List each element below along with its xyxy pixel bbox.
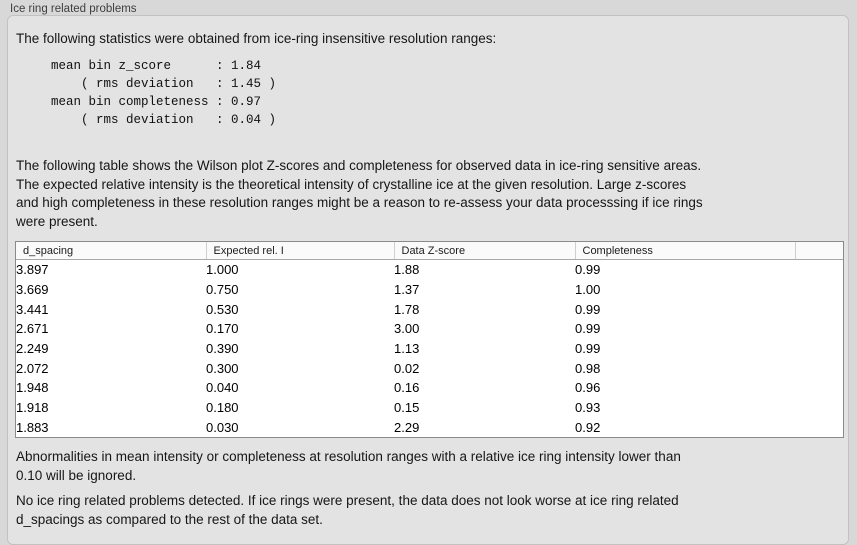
panel-group-box: The following statistics were obtained f…	[7, 15, 849, 545]
table-cell: 3.669	[16, 282, 49, 298]
table-cell: 0.750	[206, 282, 239, 298]
table-cell: 1.78	[394, 301, 420, 317]
table-cell: 1.883	[16, 419, 49, 435]
table-cell: 2.671	[16, 321, 49, 337]
table-cell-empty	[795, 378, 843, 398]
column-header-data-z-score[interactable]: Data Z-score	[394, 242, 576, 260]
table-cell-empty	[795, 358, 843, 378]
table-cell-empty	[795, 418, 843, 438]
table-cell: 0.170	[206, 321, 239, 337]
table-cell: 0.99	[575, 321, 601, 337]
table-body: 3.897 1.000 1.88 0.99 3.669 0.750 1.37 1.00 3.44…	[16, 260, 843, 438]
ignore-note: Abnormalities in mean intensity or compl…	[16, 449, 681, 483]
table-row[interactable]: 1.948 0.040 0.16 0.96	[16, 378, 843, 398]
table-cell: 0.92	[575, 419, 601, 435]
table-cell: 2.249	[16, 341, 49, 357]
panel-title: Ice ring related problems	[10, 3, 137, 15]
table-cell: 1.37	[394, 282, 420, 298]
intro-text: The following statistics were obtained f…	[16, 31, 497, 46]
table-cell: 0.030	[206, 419, 239, 435]
table-cell-empty	[795, 260, 843, 280]
table-row[interactable]: 3.897 1.000 1.88 0.99	[16, 260, 843, 280]
table-cell-empty	[795, 299, 843, 319]
table-row[interactable]: 1.918 0.180 0.15 0.93	[16, 398, 843, 418]
table-cell-empty	[795, 319, 843, 339]
table-description: The following table shows the Wilson plo…	[16, 158, 703, 229]
stats-block: mean bin z_score : 1.84 ( rms deviation …	[51, 59, 277, 127]
table-cell-empty	[795, 280, 843, 300]
table-cell: 3.00	[394, 321, 420, 337]
table-row[interactable]: 3.669 0.750 1.37 1.00	[16, 280, 843, 300]
table-cell: 0.02	[394, 360, 420, 376]
column-header-completeness[interactable]: Completeness	[575, 242, 796, 260]
column-header-empty	[795, 242, 843, 260]
table-cell: 2.072	[16, 360, 49, 376]
table-cell: 0.040	[206, 380, 239, 396]
table-cell: 0.96	[575, 380, 601, 396]
table-row[interactable]: 1.883 0.030 2.29 0.92	[16, 418, 843, 438]
table-cell: 1.00	[575, 282, 601, 298]
table-cell: 3.441	[16, 301, 49, 317]
table-cell: 0.15	[394, 400, 420, 416]
table-cell: 0.300	[206, 360, 239, 376]
table-cell: 2.29	[394, 419, 420, 435]
ice-ring-table[interactable]: d_spacing Expected rel. I Data Z-score C…	[15, 241, 844, 439]
table-cell: 0.530	[206, 301, 239, 317]
table-cell: 1.918	[16, 400, 49, 416]
table-cell: 0.180	[206, 400, 239, 416]
table-header-row: d_spacing Expected rel. I Data Z-score C…	[16, 242, 843, 260]
table-cell-empty	[795, 339, 843, 359]
table-cell: 0.390	[206, 341, 239, 357]
column-header-expected-rel-i[interactable]: Expected rel. I	[206, 242, 395, 260]
table-row[interactable]: 2.072 0.300 0.02 0.98	[16, 358, 843, 378]
table-cell: 1.13	[394, 341, 420, 357]
table-cell: 0.16	[394, 380, 420, 396]
table-cell: 1.000	[206, 262, 239, 278]
table-cell: 1.88	[394, 262, 420, 278]
table-cell: 1.948	[16, 380, 49, 396]
table-row[interactable]: 3.441 0.530 1.78 0.99	[16, 299, 843, 319]
table-cell: 0.99	[575, 341, 601, 357]
table-cell: 3.897	[16, 262, 49, 278]
column-header-d-spacing[interactable]: d_spacing	[16, 242, 207, 260]
table-row[interactable]: 2.249 0.390 1.13 0.99	[16, 339, 843, 359]
table-cell: 0.99	[575, 301, 601, 317]
table-row[interactable]: 2.671 0.170 3.00 0.99	[16, 319, 843, 339]
table-cell: 0.93	[575, 400, 601, 416]
table-cell: 0.99	[575, 262, 601, 278]
table-cell-empty	[795, 398, 843, 418]
conclusion-text: No ice ring related problems detected. I…	[16, 493, 679, 527]
table-cell: 0.98	[575, 360, 601, 376]
